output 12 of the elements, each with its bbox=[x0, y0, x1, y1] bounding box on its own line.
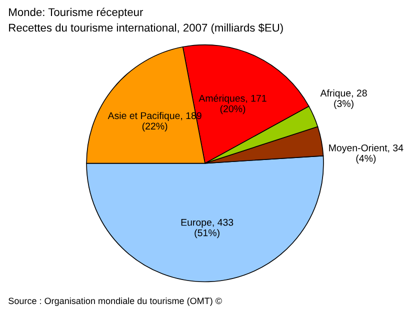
slice-label: Moyen-Orient, 34 bbox=[329, 144, 404, 154]
slice-label: Afrique, 28 bbox=[320, 89, 367, 98]
data-label: (4%) bbox=[356, 154, 376, 164]
data-label: (22%) bbox=[142, 122, 168, 132]
chart-subtitle: Recettes du tourisme international, 2007 (milliards $EU) bbox=[9, 23, 283, 34]
slice-label: Europe, 433 bbox=[181, 218, 234, 228]
data-label: (20%) bbox=[220, 105, 246, 114]
slice-label: Amériques, 171 bbox=[198, 94, 266, 104]
data-label: (3%) bbox=[334, 100, 354, 109]
data-label: (51%) bbox=[194, 229, 220, 238]
source-note: Source : Organisation mondiale du tourisme (OMT) © bbox=[8, 297, 222, 306]
chart-title: Monde: Tourisme récepteur bbox=[9, 8, 144, 18]
